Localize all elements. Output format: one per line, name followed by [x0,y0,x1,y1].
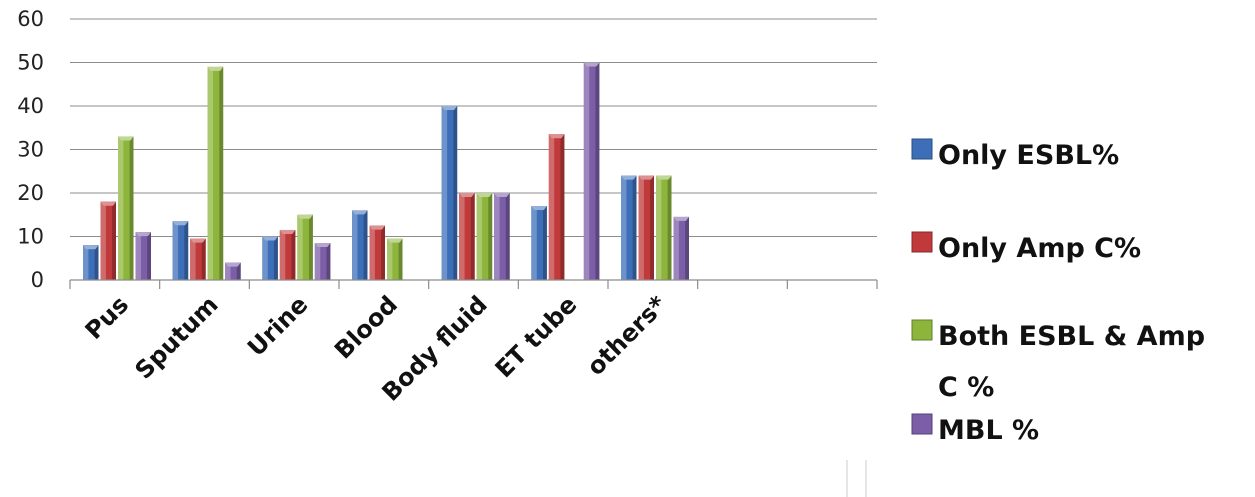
bar [621,175,637,280]
y-tick-label: 40 [17,94,44,118]
bar [494,193,510,280]
bar [387,238,403,280]
x-category-label: others* [582,290,673,381]
legend-item: Only ESBL% [911,138,1119,171]
x-category-label: Blood [329,290,403,364]
bar [441,106,458,280]
x-category-label: ET tube [490,290,583,383]
bar [190,238,206,280]
bar [583,62,600,280]
bar [172,221,189,280]
bar [83,245,99,280]
legend-label: Only ESBL% [938,140,1119,171]
legend-label: Only Amp C% [938,233,1141,264]
x-axis [69,279,878,289]
bar [225,262,241,280]
y-tick-label: 30 [17,138,44,162]
legend-item: Both ESBL & Amp C % [911,319,1205,403]
bar [100,201,116,280]
bar [207,66,224,280]
bar [459,193,475,280]
legend-label: MBL % [938,415,1039,446]
bar [352,210,368,280]
gridlines [70,18,877,237]
bar [476,193,493,280]
legend-item: MBL % [911,413,1039,446]
legend-swatch [911,138,933,160]
x-category-label: Pus [80,290,134,344]
bar [638,175,654,280]
bar [314,243,331,280]
legend: Only ESBL% Only Amp C% Both ESBL & Amp C % M… [911,138,1205,446]
bar [262,236,278,280]
bar [135,232,151,280]
bar [369,225,385,280]
stray-mark [846,460,867,497]
bar [531,206,547,280]
y-axis-ticks: 0 10 20 30 40 50 60 [17,7,44,292]
y-tick-label: 50 [17,51,44,75]
legend-label: C % [938,372,994,403]
y-tick-label: 20 [17,181,44,205]
bar [673,216,689,280]
y-tick-label: 60 [17,7,44,31]
legend-swatch [911,231,933,253]
y-tick-label: 10 [17,225,44,249]
legend-item: Only Amp C% [911,231,1141,264]
x-category-label: Sputum [130,290,224,384]
bar [297,214,313,280]
bar [279,229,296,280]
y-tick-label: 0 [31,268,44,292]
legend-swatch [911,413,933,435]
bars [83,62,689,280]
legend-swatch [911,319,933,341]
legend-label: Both ESBL & Amp [938,321,1205,352]
bar [118,136,134,280]
bar [656,175,672,280]
bar [548,134,565,280]
x-category-label: Urine [242,290,313,361]
